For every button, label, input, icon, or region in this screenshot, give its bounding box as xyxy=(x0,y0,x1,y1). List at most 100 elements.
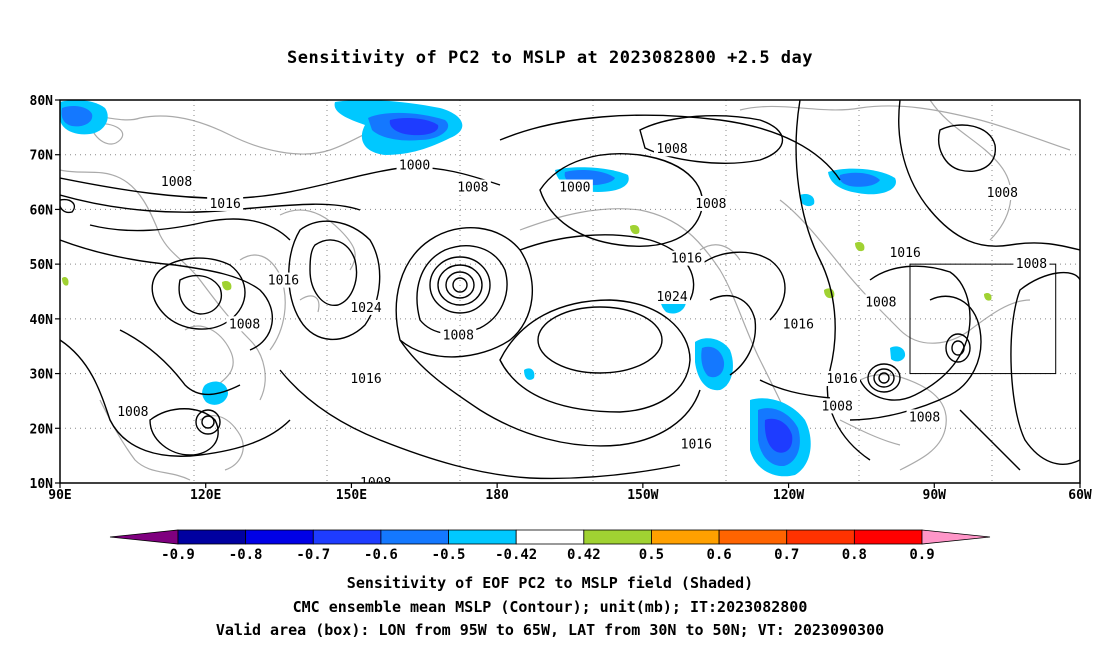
shade-blob xyxy=(701,346,725,378)
contour-label-bg xyxy=(824,371,860,387)
colorbar: -0.9 -0.8 -0.7 -0.6 -0.5 -0.42 0.42 0.5 0.6 0.7 0.… xyxy=(109,529,991,563)
colorbar-label: 0.42 xyxy=(567,547,601,563)
contour-label-bg xyxy=(158,174,195,190)
contour-label: 1024 xyxy=(656,290,687,305)
contour-label-bg xyxy=(440,327,477,343)
contour-label: 1024 xyxy=(350,301,381,316)
shade-blob xyxy=(890,346,906,362)
plot-area: 1000 1008 1016 1008 1000 1008 1008 1016 1024 1008… xyxy=(60,100,1100,491)
lon-tick-label: 120E xyxy=(190,488,221,503)
shade-blob xyxy=(839,172,880,187)
contour-label: 1008 xyxy=(695,197,726,212)
colorbar-segment xyxy=(651,529,720,545)
shade-blob xyxy=(62,276,69,286)
contour-label: 1000 xyxy=(559,181,590,196)
colorbar-low-extension xyxy=(109,529,179,545)
colorbar-segment xyxy=(312,529,382,545)
colorbar-label: 0.8 xyxy=(842,547,867,563)
contour-label: 1008 xyxy=(909,410,940,425)
contour-label-bg xyxy=(114,403,151,419)
contour-label-bg xyxy=(780,316,817,332)
contour-label: 1016 xyxy=(671,252,702,267)
colorbar-label: 0.5 xyxy=(639,547,664,563)
shade-blob xyxy=(764,418,793,453)
colorbar-segment xyxy=(718,529,788,545)
contour-label-bg xyxy=(668,250,705,266)
shade-blob xyxy=(984,292,992,301)
caption-line-3: Valid area (box): LON from 95W to 65W, L… xyxy=(215,621,885,639)
lat-tick-label: 10N xyxy=(30,477,54,492)
shade-blob xyxy=(222,280,232,291)
contour-label-bg xyxy=(1081,251,1100,266)
colorbar-label: -0.5 xyxy=(432,547,466,563)
lat-tick-label: 20N xyxy=(30,422,54,437)
contour-label-bg xyxy=(357,475,394,483)
contour-label-bg xyxy=(348,299,384,315)
lon-tick-label: 180 xyxy=(485,488,509,503)
shade-blob xyxy=(389,117,439,136)
contour-labels: 1000 1008 1016 1008 1000 1008 1008 1016 1024 1008… xyxy=(114,141,1100,491)
contour-label: 1016 xyxy=(826,372,857,387)
contour-label: 1008 xyxy=(457,181,488,196)
colorbar-segment xyxy=(786,529,855,545)
colorbar-segment xyxy=(448,529,517,545)
contour-label-bg xyxy=(226,316,263,332)
colorbar-segment xyxy=(515,529,585,545)
contour-label-bg xyxy=(887,245,924,261)
contour-label-bg xyxy=(692,195,729,211)
lon-tick-label: 150W xyxy=(627,488,658,503)
contour-label: 1008 xyxy=(117,405,148,420)
contour-label: 1008 xyxy=(987,186,1018,201)
contour-label-bg xyxy=(348,371,384,387)
valid-area-box xyxy=(909,263,1057,375)
contour-label-bg xyxy=(862,294,899,310)
shade-blob xyxy=(61,106,93,127)
shade-blob xyxy=(524,368,535,380)
colorbar-label: 0.7 xyxy=(774,547,799,563)
lon-tick-label: 90E xyxy=(48,488,71,503)
contour-label-bg xyxy=(207,195,244,211)
caption-line-2: CMC ensemble mean MSLP (Contour); unit(m… xyxy=(292,598,808,616)
contour-label: 1008 xyxy=(443,328,474,343)
contour-label: 1016 xyxy=(681,438,712,453)
mslp-contours xyxy=(60,100,1080,480)
caption-line-1: Sensitivity of EOF PC2 to MSLP field (Sh… xyxy=(346,574,754,592)
colorbar-segment xyxy=(245,529,314,545)
shade-blob xyxy=(800,194,815,207)
lon-tick-label: 120W xyxy=(773,488,804,503)
contour-label: 101 xyxy=(1083,252,1100,267)
lat-tick-label: 80N xyxy=(30,94,54,109)
lat-tick-label: 40N xyxy=(30,313,54,328)
contour-label: 1000 xyxy=(399,159,430,174)
lon-tick-label: 150E xyxy=(336,488,367,503)
colorbar-label: -0.9 xyxy=(161,547,195,563)
shade-blob xyxy=(630,224,640,235)
contour-label-bg xyxy=(1013,256,1050,272)
lat-tick-label: 60N xyxy=(30,203,54,218)
colorbar-segment xyxy=(380,529,449,545)
colorbar-label: -0.6 xyxy=(364,547,398,563)
contour-label-bg xyxy=(906,409,943,425)
contour-label-bg xyxy=(556,179,593,195)
contour-label: 1016 xyxy=(889,246,920,261)
contour-label-bg xyxy=(654,288,690,304)
contour-label-bg xyxy=(678,436,715,452)
contour-label: 1008 xyxy=(360,476,391,491)
colorbar-label: -0.8 xyxy=(229,547,263,563)
colorbar-label: 0.9 xyxy=(909,547,934,563)
contour-label-bg xyxy=(819,398,856,414)
contour-label: 1008 xyxy=(656,142,687,157)
contour-label: 1008 xyxy=(1016,257,1047,272)
contour-label-bg xyxy=(396,157,433,173)
shade-blob xyxy=(855,241,865,252)
colorbar-label: -0.42 xyxy=(495,547,537,563)
contour-label: 1016 xyxy=(350,372,381,387)
contour-label-bg xyxy=(454,179,491,195)
map-title: Sensitivity of PC2 to MSLP at 2023082800… xyxy=(286,48,813,68)
lat-tick-label: 50N xyxy=(30,258,54,273)
sensitivity-shading xyxy=(60,100,992,477)
lat-tick-label: 70N xyxy=(30,149,54,164)
map-frame xyxy=(59,99,1081,484)
lat-tick-label: 30N xyxy=(30,368,54,383)
